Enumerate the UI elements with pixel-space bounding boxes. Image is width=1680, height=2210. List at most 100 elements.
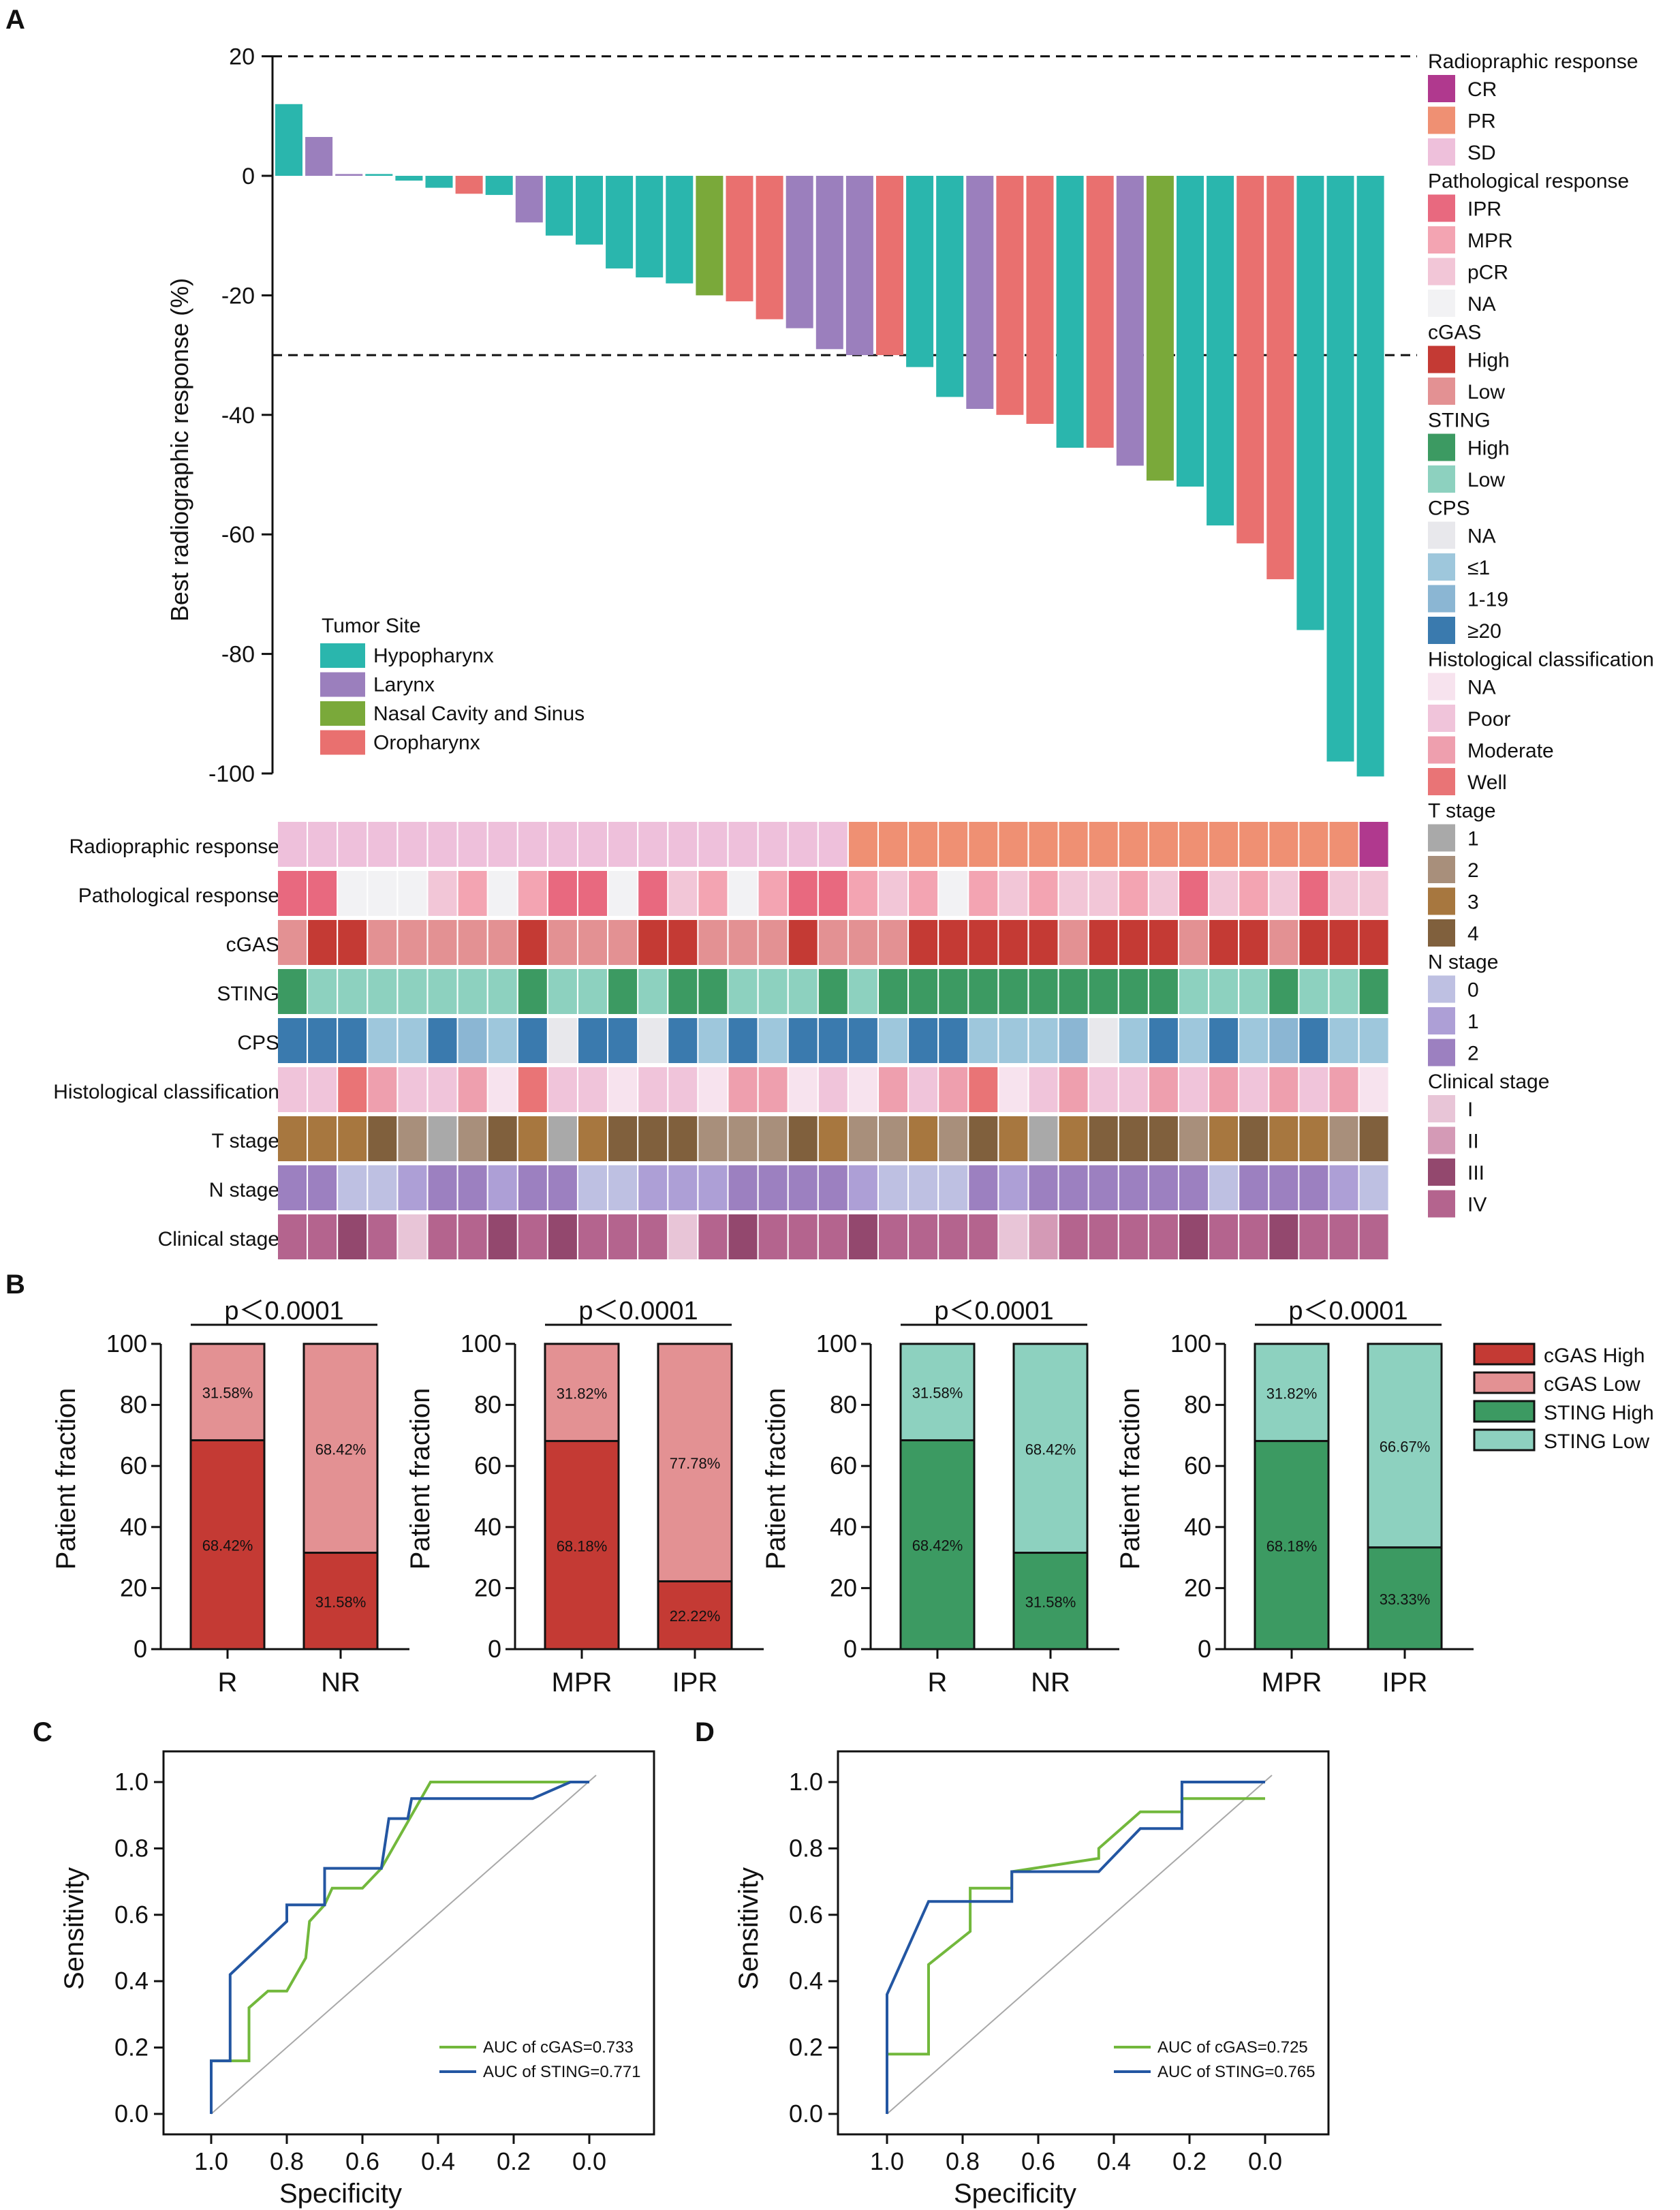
legend-swatch [1428, 521, 1455, 549]
heatmap-cell [758, 1214, 788, 1259]
y-tick-label: 100 [461, 1330, 501, 1357]
p-value-label: p＜0.0001 [224, 1297, 343, 1325]
heatmap-cell [1329, 1116, 1358, 1161]
heatmap-cell [788, 822, 818, 867]
heatmap-cell [818, 822, 847, 867]
heatmap-cell [909, 1018, 938, 1063]
heatmap-cell [1359, 1165, 1388, 1210]
heatmap-cell [308, 1067, 337, 1112]
stacked-bar-chart-1: 0 20 40 60 80 100 Patient fraction p＜0.0001 68.4… [51, 1297, 409, 1698]
data-label-high: 68.42% [202, 1537, 253, 1554]
heatmap-cell [428, 920, 457, 965]
heatmap-cell [458, 822, 487, 867]
heatmap-cell [909, 920, 938, 965]
legend-item-label: SD [1467, 142, 1496, 164]
tumor-site-label: Oropharynx [373, 732, 480, 754]
heatmap-cell [458, 969, 487, 1014]
heatmap-cell [308, 1018, 337, 1063]
legend-swatch [1428, 617, 1455, 644]
legend-swatch [1428, 258, 1455, 286]
x-tick-label: 0.6 [1021, 2147, 1055, 2175]
heatmap-cell [1329, 871, 1358, 916]
heatmap-cell [969, 1018, 998, 1063]
heatmap-cell [1089, 871, 1118, 916]
heatmap-cell [398, 1018, 427, 1063]
heatmap-cell [1059, 1116, 1088, 1161]
heatmap-cell [788, 920, 818, 965]
heatmap-cell [398, 920, 427, 965]
waterfall-bar [1146, 176, 1174, 481]
heatmap-cell [1299, 822, 1328, 867]
y-tick-label: 100 [106, 1330, 147, 1357]
heatmap-cell [698, 920, 728, 965]
heatmap-cell [939, 969, 968, 1014]
heatmap-cell [1119, 969, 1148, 1014]
heatmap-cell [788, 1067, 818, 1112]
heatmap-cell [608, 1067, 638, 1112]
p-value-label: p＜0.0001 [1288, 1297, 1407, 1325]
heatmap-cell [1209, 1018, 1239, 1063]
heatmap-cell [848, 822, 877, 867]
plot-frame [162, 1750, 655, 2136]
heatmap-cell [1119, 1165, 1148, 1210]
heatmap-cell [368, 1214, 397, 1259]
heatmap-cell [458, 1067, 487, 1112]
heatmap-cell [398, 822, 427, 867]
heatmap-cell [1029, 1018, 1058, 1063]
heatmap-row-label: CPS [237, 1032, 279, 1054]
waterfall-bar [636, 176, 664, 278]
heatmap-cell [879, 822, 907, 867]
heatmap-cell [758, 871, 788, 916]
heatmap-cell [1269, 1018, 1298, 1063]
heatmap-cell [368, 920, 397, 965]
heatmap-cell [758, 1018, 788, 1063]
heatmap-cell [969, 1116, 998, 1161]
heatmap-cell [939, 1018, 968, 1063]
heatmap-cell [969, 1214, 998, 1259]
heatmap-cell [969, 871, 998, 916]
heatmap-cell [1269, 1116, 1298, 1161]
heatmap-cell [728, 871, 758, 916]
heatmap-cell [818, 1018, 847, 1063]
data-label-high: 68.18% [557, 1537, 608, 1554]
heatmap-cell [398, 969, 427, 1014]
heatmap-cell [338, 1018, 367, 1063]
heatmap-cell [1059, 969, 1088, 1014]
bar-segment-high [899, 1439, 976, 1651]
heatmap-cell [1329, 1214, 1358, 1259]
heatmap-cell [1299, 1165, 1328, 1210]
heatmap-cell [999, 822, 1028, 867]
legend-item-label: Well [1467, 771, 1507, 794]
heatmap-cell [1179, 969, 1208, 1014]
heatmap-cell [909, 1116, 938, 1161]
heatmap-cell [398, 1165, 427, 1210]
legend-item-label: IPR [1467, 198, 1502, 221]
legend-swatch [1428, 768, 1455, 795]
heatmap-cell [1089, 1214, 1118, 1259]
x-tick-label: IPR [672, 1668, 718, 1698]
heatmap-cell [638, 1165, 668, 1210]
x-tick-label: R [218, 1668, 238, 1698]
heatmap-cell [758, 920, 788, 965]
heatmap-cell [1149, 871, 1178, 916]
heatmap-cell [818, 1067, 847, 1112]
legend-swatch [1428, 194, 1455, 222]
heatmap-cell [1359, 871, 1388, 916]
waterfall-bar [576, 176, 603, 245]
legend-item-label: 2 [1467, 859, 1479, 882]
heatmap-cell [1239, 920, 1269, 965]
heatmap-cell [1089, 920, 1118, 965]
heatmap-cell [969, 822, 998, 867]
heatmap-cell [308, 1165, 337, 1210]
panel-label-b: B [5, 1270, 25, 1300]
heatmap-cell [909, 871, 938, 916]
heatmap-row-label: STING [217, 983, 279, 1005]
heatmap-cell [1119, 1214, 1148, 1259]
heatmap-cell [668, 920, 698, 965]
heatmap-cell [1149, 1214, 1178, 1259]
y-tick-label: 20 [1184, 1574, 1211, 1601]
bar-legend-label: cGAS High [1544, 1345, 1645, 1367]
heatmap-cell [638, 1018, 668, 1063]
y-tick-label: 0 [242, 164, 255, 189]
heatmap-cell [1119, 871, 1148, 916]
